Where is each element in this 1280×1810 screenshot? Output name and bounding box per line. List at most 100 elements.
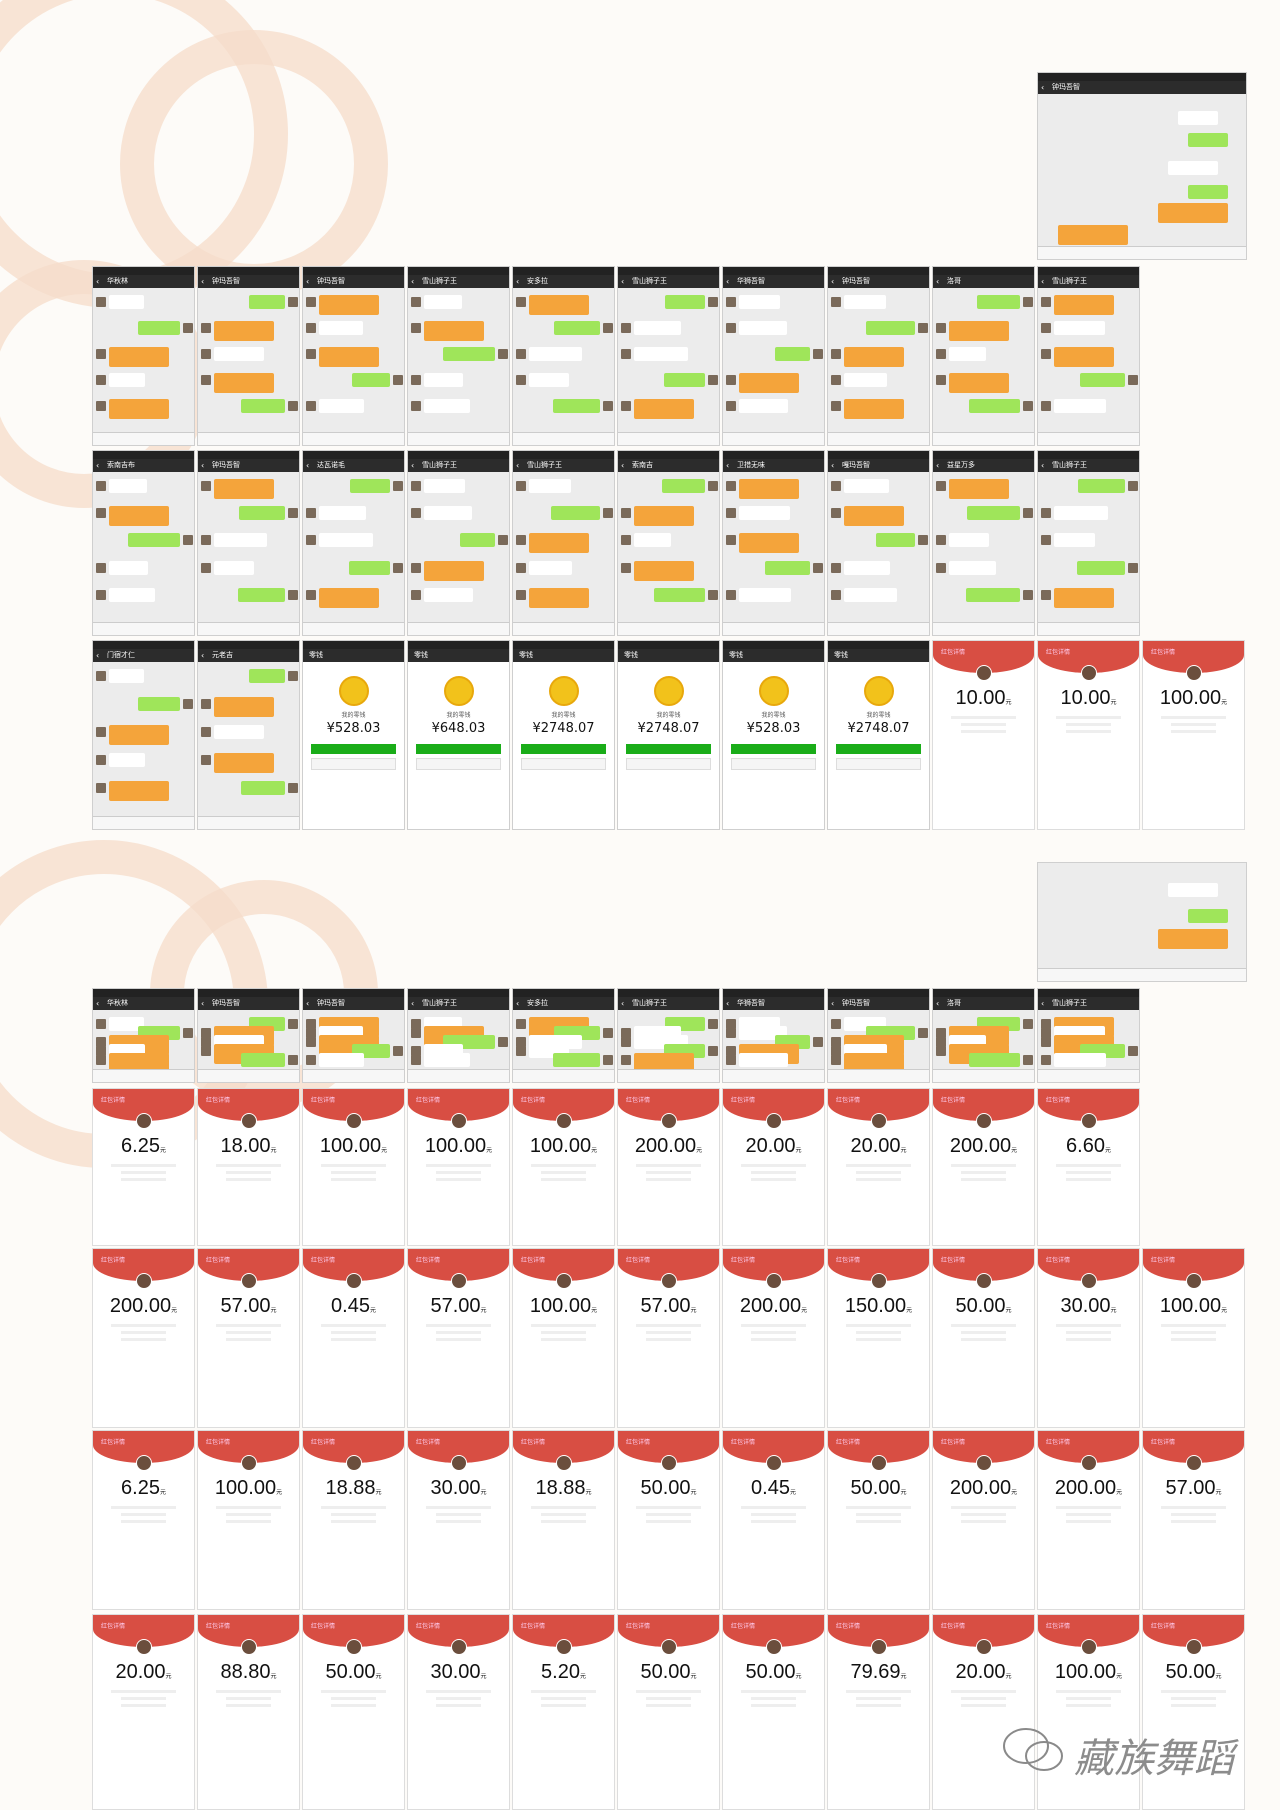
chat-input-bar[interactable] [198, 432, 299, 445]
chat-input-bar[interactable] [933, 622, 1034, 635]
avatar [516, 481, 526, 491]
chat-input-bar[interactable] [828, 1069, 929, 1082]
chat-input-bar[interactable] [618, 432, 719, 445]
redpacket-amount: 200.00元 [1054, 1477, 1123, 1499]
redpacket-amount: 100.00元 [1159, 1295, 1228, 1317]
avatar [726, 535, 736, 546]
avatar [201, 375, 211, 385]
chat-input-bar[interactable] [198, 1069, 299, 1082]
withdraw-button[interactable] [521, 758, 606, 770]
chat-input-bar[interactable] [618, 1069, 719, 1082]
chat-screen: ‹ 益星万多 [932, 450, 1035, 636]
chat-input-bar[interactable] [1038, 622, 1139, 635]
avatar [288, 297, 298, 307]
avatar [240, 1639, 257, 1655]
chat-input-bar[interactable] [1038, 1069, 1139, 1082]
chat-bubble [739, 295, 780, 309]
redpacket-title: 红包详情 [311, 1257, 336, 1264]
recharge-button[interactable] [626, 744, 711, 754]
avatar [1023, 1055, 1033, 1065]
withdraw-button[interactable] [836, 758, 921, 770]
avatar [621, 349, 631, 359]
chat-bubble [553, 399, 600, 413]
avatar [306, 1037, 316, 1047]
withdraw-button[interactable] [626, 758, 711, 770]
chat-input-bar[interactable] [93, 816, 194, 829]
recharge-button[interactable] [521, 744, 606, 754]
chat-bubble [214, 321, 274, 341]
chat-input-bar[interactable] [408, 1069, 509, 1082]
chat-input-bar[interactable] [93, 622, 194, 635]
chat-input-bar[interactable] [723, 622, 824, 635]
chat-input-bar[interactable] [933, 432, 1034, 445]
chat-input-bar[interactable] [513, 622, 614, 635]
wallet-screen: 零钱 我的零钱 ¥2748.07 [617, 640, 720, 830]
recharge-button[interactable] [836, 744, 921, 754]
chat-input-bar[interactable] [513, 1069, 614, 1082]
redpacket-screen: 红包详情 100.00元 [197, 1430, 300, 1610]
redpacket-title: 红包详情 [206, 1623, 231, 1630]
wallet-label: 我的零钱 [446, 712, 471, 719]
chat-screen: ‹ 卫措无味 [722, 450, 825, 636]
chat-input-bar[interactable] [618, 622, 719, 635]
redpacket-title: 红包详情 [1046, 1439, 1071, 1446]
avatar [813, 349, 823, 359]
redpacket-amount: 100.00元 [529, 1135, 598, 1157]
watermark-logo: 藏族舞蹈 [1000, 1720, 1250, 1782]
chat-bubble [844, 587, 897, 602]
chat-bubble [654, 587, 705, 602]
chat-screen: ‹ 安多拉 [512, 266, 615, 446]
withdraw-button[interactable] [731, 758, 816, 770]
avatar [393, 562, 403, 573]
chat-bubble [967, 506, 1020, 521]
chat-bubble [949, 321, 1009, 341]
redpacket-screen: 红包详情 200.00元 [932, 1088, 1035, 1246]
chat-input-bar[interactable] [198, 816, 299, 829]
coin-icon [548, 676, 579, 706]
chat-screen: ‹ 雪山狮子王 [512, 450, 615, 636]
redpacket-amount: 100.00元 [214, 1477, 283, 1499]
avatar [1023, 508, 1033, 519]
chat-screen: ‹ 钟玛吾智 [827, 988, 930, 1083]
chat-input-bar[interactable] [1038, 432, 1139, 445]
chat-bubble [424, 295, 462, 309]
chat-input-bar[interactable] [93, 1069, 194, 1082]
withdraw-button[interactable] [416, 758, 501, 770]
avatar [306, 297, 316, 307]
chat-bubble [739, 373, 799, 393]
avatar [96, 349, 106, 359]
recharge-button[interactable] [731, 744, 816, 754]
avatar [345, 1273, 362, 1289]
chat-bubble [424, 560, 484, 581]
chat-screen: ‹ 钟玛吾智 [302, 266, 405, 446]
chat-input-bar[interactable] [723, 432, 824, 445]
chat-bubble [319, 295, 379, 315]
redpacket-amount: 20.00元 [115, 1661, 172, 1683]
redpacket-title: 红包详情 [626, 1439, 651, 1446]
chat-bubble [1054, 399, 1106, 413]
chat-input-bar[interactable] [408, 622, 509, 635]
chat-input-bar[interactable] [828, 622, 929, 635]
wallet-title: 零钱 [828, 649, 929, 662]
recharge-button[interactable] [311, 744, 396, 754]
chat-input-bar[interactable] [828, 432, 929, 445]
chat-input-bar[interactable] [198, 622, 299, 635]
chat-screen: ‹ 安多拉 [512, 988, 615, 1083]
redpacket-screen: 红包详情 150.00元 [827, 1248, 930, 1428]
chat-bubble [844, 399, 904, 419]
chat-input-bar[interactable] [933, 1069, 1034, 1082]
chat-input-bar[interactable] [408, 432, 509, 445]
chat-input-bar[interactable] [93, 432, 194, 445]
chat-input-bar[interactable] [723, 1069, 824, 1082]
redpacket-title: 红包详情 [1151, 1623, 1176, 1630]
chat-input-bar[interactable] [303, 1069, 404, 1082]
withdraw-button[interactable] [311, 758, 396, 770]
chat-input-bar[interactable] [303, 432, 404, 445]
avatar [621, 508, 631, 519]
chat-input-bar[interactable] [303, 622, 404, 635]
avatar [393, 1046, 403, 1056]
chat-bubble [424, 399, 470, 413]
recharge-button[interactable] [416, 744, 501, 754]
chat-input-bar[interactable] [513, 432, 614, 445]
redpacket-title: 红包详情 [941, 1623, 966, 1630]
